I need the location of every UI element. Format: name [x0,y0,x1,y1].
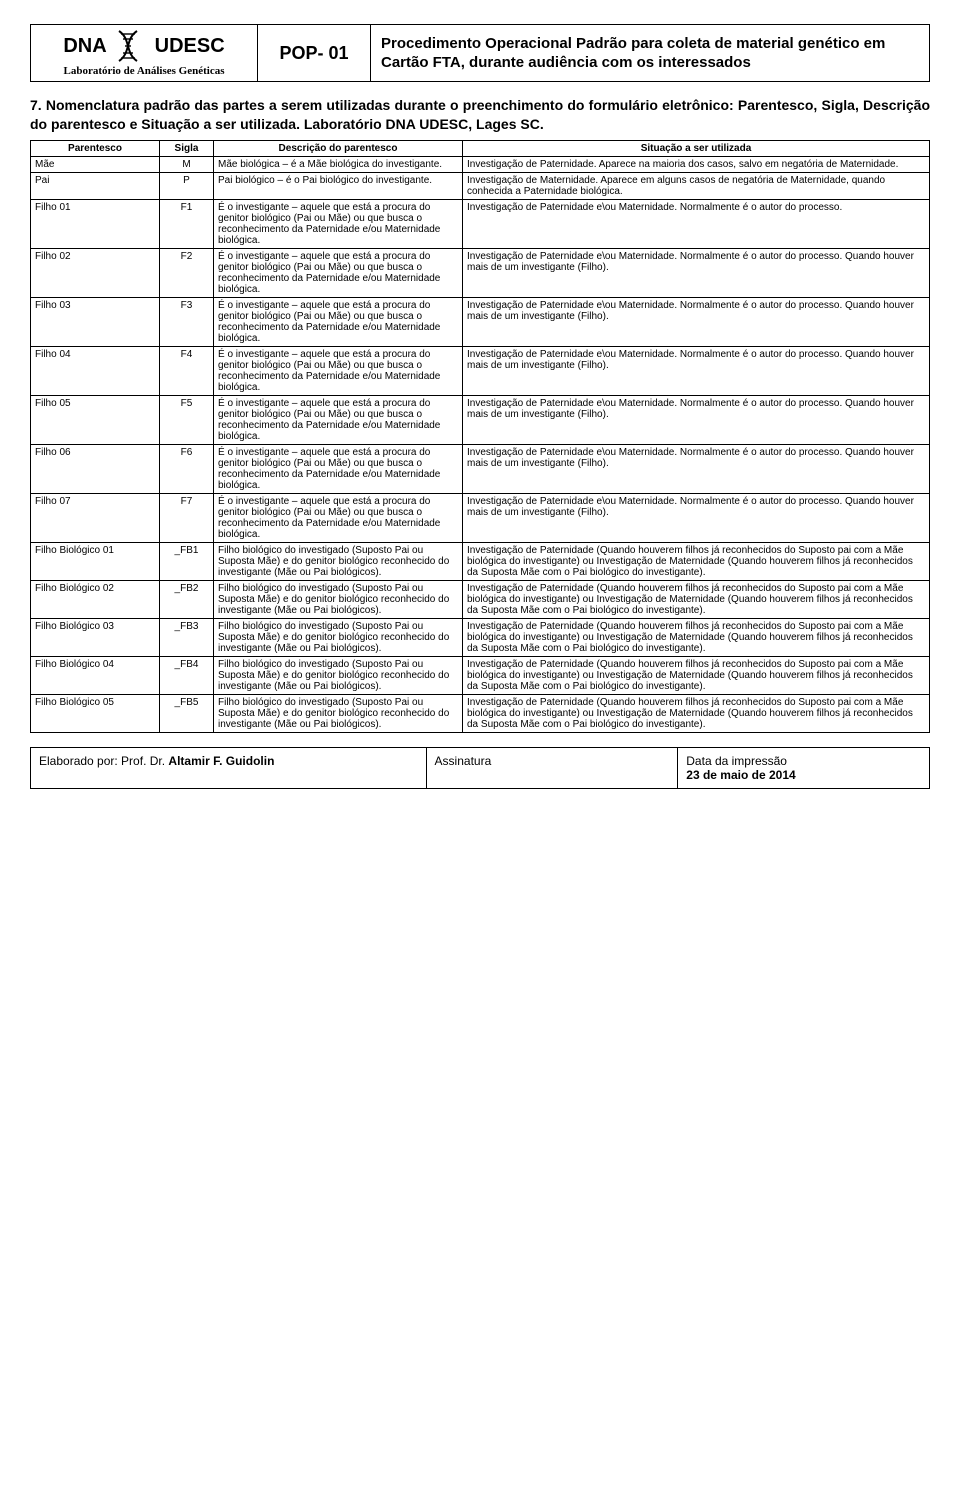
cell-desc: Filho biológico do investigado (Suposto … [214,694,463,732]
footer-elaborado: Elaborado por: Prof. Dr. Altamir F. Guid… [31,747,427,788]
table-row: Filho 03F3É o investigante – aquele que … [31,297,930,346]
cell-sit: Investigação de Maternidade. Aparece em … [463,172,930,199]
cell-sit: Investigação de Paternidade e\ou Materni… [463,346,930,395]
elab-name: Altamir F. Guidolin [168,754,274,768]
cell-parentesco: Filho 04 [31,346,160,395]
table-row: Filho 07F7É o investigante – aquele que … [31,493,930,542]
header-table: DNA UDESC Laboratóri [30,24,930,82]
cell-sit: Investigação de Paternidade e\ou Materni… [463,493,930,542]
th-sit: Situação a ser utilizada [463,140,930,156]
cell-sigla: P [160,172,214,199]
cell-desc: Pai biológico – é o Pai biológico do inv… [214,172,463,199]
cell-sit: Investigação de Paternidade (Quando houv… [463,694,930,732]
logo-dna: DNA [63,35,106,58]
cell-parentesco: Filho 06 [31,444,160,493]
table-row: PaiPPai biológico – é o Pai biológico do… [31,172,930,199]
logo-udesc: UDESC [155,35,225,58]
cell-sigla: F7 [160,493,214,542]
cell-sigla: _FB3 [160,618,214,656]
data-label: Data da impressão [686,754,787,768]
cell-parentesco: Pai [31,172,160,199]
footer-assinatura: Assinatura [426,747,678,788]
cell-desc: Mãe biológica – é a Mãe biológica do inv… [214,156,463,172]
data-value: 23 de maio de 2014 [686,768,795,782]
cell-desc: É o investigante – aquele que está a pro… [214,297,463,346]
table-row: Filho Biológico 04_FB4Filho biológico do… [31,656,930,694]
th-desc: Descrição do parentesco [214,140,463,156]
table-row: MãeMMãe biológica – é a Mãe biológica do… [31,156,930,172]
cell-parentesco: Filho 07 [31,493,160,542]
cell-desc: É o investigante – aquele que está a pro… [214,493,463,542]
footer-table: Elaborado por: Prof. Dr. Altamir F. Guid… [30,747,930,789]
cell-parentesco: Mãe [31,156,160,172]
footer-data: Data da impressão 23 de maio de 2014 [678,747,930,788]
doc-title: Procedimento Operacional Padrão para col… [371,25,930,82]
cell-sit: Investigação de Paternidade e\ou Materni… [463,395,930,444]
cell-sigla: _FB4 [160,656,214,694]
table-row: Filho 04F4É o investigante – aquele que … [31,346,930,395]
cell-sigla: F4 [160,346,214,395]
table-row: Filho Biológico 05_FB5Filho biológico do… [31,694,930,732]
cell-parentesco: Filho 02 [31,248,160,297]
cell-parentesco: Filho Biológico 05 [31,694,160,732]
cell-parentesco: Filho 03 [31,297,160,346]
pop-code: POP- 01 [258,25,371,82]
th-sigla: Sigla [160,140,214,156]
cell-sigla: _FB5 [160,694,214,732]
cell-desc: É o investigante – aquele que está a pro… [214,346,463,395]
cell-sigla: _FB1 [160,542,214,580]
cell-sit: Investigação de Paternidade. Aparece na … [463,156,930,172]
cell-desc: Filho biológico do investigado (Suposto … [214,618,463,656]
cell-parentesco: Filho Biológico 02 [31,580,160,618]
cell-sit: Investigação de Paternidade e\ou Materni… [463,248,930,297]
lab-subtitle: Laboratório de Análises Genéticas [39,65,249,77]
cell-sigla: F3 [160,297,214,346]
cell-sigla: F5 [160,395,214,444]
cell-sit: Investigação de Paternidade (Quando houv… [463,656,930,694]
cell-desc: É o investigante – aquele que está a pro… [214,395,463,444]
cell-desc: É o investigante – aquele que está a pro… [214,248,463,297]
cell-parentesco: Filho Biológico 04 [31,656,160,694]
table-row: Filho Biológico 03_FB3Filho biológico do… [31,618,930,656]
cell-parentesco: Filho 01 [31,199,160,248]
cell-desc: Filho biológico do investigado (Suposto … [214,542,463,580]
cell-desc: Filho biológico do investigado (Suposto … [214,656,463,694]
table-row: Filho 05F5É o investigante – aquele que … [31,395,930,444]
table-row: Filho 06F6É o investigante – aquele que … [31,444,930,493]
cell-sigla: F1 [160,199,214,248]
cell-sigla: _FB2 [160,580,214,618]
cell-sit: Investigação de Paternidade (Quando houv… [463,542,930,580]
cell-sit: Investigação de Paternidade (Quando houv… [463,580,930,618]
cell-sigla: F2 [160,248,214,297]
dna-helix-icon [111,29,145,63]
table-row: Filho Biológico 02_FB2Filho biológico do… [31,580,930,618]
cell-desc: Filho biológico do investigado (Suposto … [214,580,463,618]
cell-parentesco: Filho Biológico 03 [31,618,160,656]
cell-sigla: F6 [160,444,214,493]
table-row: Filho Biológico 01_FB1Filho biológico do… [31,542,930,580]
elab-label: Elaborado por: Prof. Dr. [39,754,168,768]
table-row: Filho 01F1É o investigante – aquele que … [31,199,930,248]
logo-cell: DNA UDESC Laboratóri [31,25,258,82]
section-heading: 7. Nomenclatura padrão das partes a sere… [30,96,930,134]
cell-desc: É o investigante – aquele que está a pro… [214,444,463,493]
cell-sigla: M [160,156,214,172]
cell-sit: Investigação de Paternidade (Quando houv… [463,618,930,656]
th-parentesco: Parentesco [31,140,160,156]
cell-sit: Investigação de Paternidade e\ou Materni… [463,444,930,493]
cell-sit: Investigação de Paternidade e\ou Materni… [463,199,930,248]
cell-desc: É o investigante – aquele que está a pro… [214,199,463,248]
cell-parentesco: Filho 05 [31,395,160,444]
nomenclature-table: Parentesco Sigla Descrição do parentesco… [30,140,930,733]
cell-parentesco: Filho Biológico 01 [31,542,160,580]
cell-sit: Investigação de Paternidade e\ou Materni… [463,297,930,346]
table-row: Filho 02F2É o investigante – aquele que … [31,248,930,297]
